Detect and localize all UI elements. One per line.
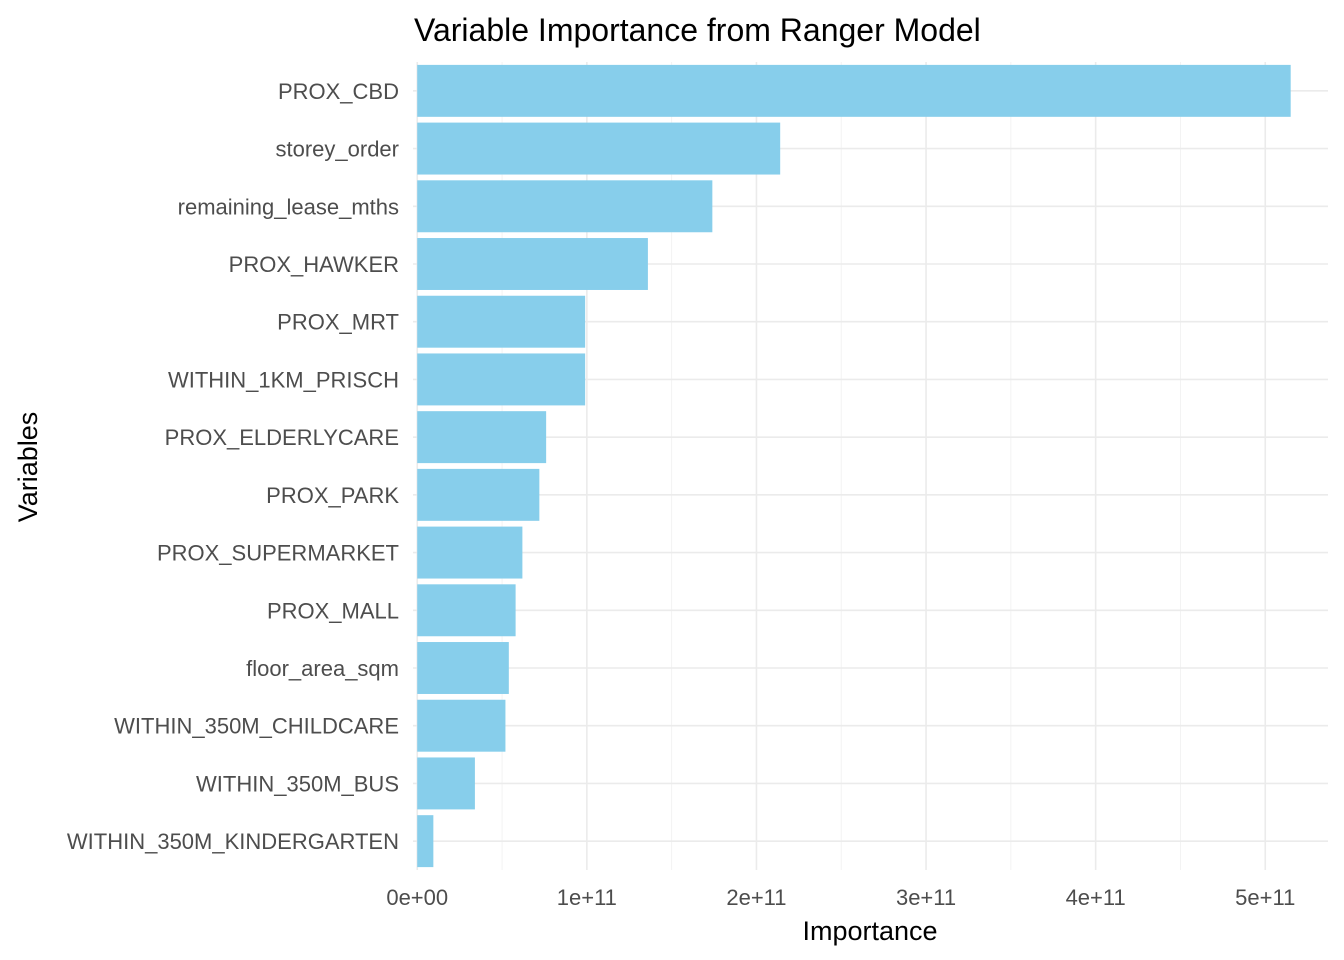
bar-remaining-lease-mths bbox=[417, 180, 713, 233]
y-tick-label: PROX_HAWKER bbox=[229, 252, 399, 277]
y-tick-label: WITHIN_1KM_PRISCH bbox=[168, 367, 399, 392]
bar-prox-hawker bbox=[417, 238, 648, 290]
bar-prox-mall bbox=[417, 584, 516, 637]
bar-prox-cbd bbox=[417, 64, 1291, 117]
x-tick-label: 3e+11 bbox=[896, 885, 956, 910]
bar-within-350m-bus bbox=[417, 757, 475, 810]
y-tick-label: PROX_ELDERLYCARE bbox=[165, 425, 399, 450]
y-axis-title: Variables bbox=[13, 412, 43, 523]
y-tick-label: WITHIN_350M_CHILDCARE bbox=[114, 714, 399, 739]
bar-storey-order bbox=[417, 122, 781, 175]
y-tick-labels: PROX_CBD storey_order remaining_lease_mths… bbox=[67, 79, 399, 854]
y-tick-label: PROX_PARK bbox=[266, 483, 399, 508]
x-tick-label: 1e+11 bbox=[557, 885, 617, 910]
x-axis-title: Importance bbox=[802, 916, 937, 946]
y-tick-label: WITHIN_350M_BUS bbox=[196, 771, 399, 796]
x-tick-label: 2e+11 bbox=[726, 885, 786, 910]
bar-within-1km-prisch bbox=[417, 353, 586, 406]
bar-prox-mrt bbox=[417, 295, 586, 348]
bar-within-350m-childcare bbox=[417, 699, 506, 752]
y-tick-label: PROX_SUPERMARKET bbox=[157, 541, 399, 566]
y-tick-label: PROX_MRT bbox=[277, 310, 399, 335]
x-tick-label: 4e+11 bbox=[1066, 885, 1126, 910]
y-tick-label: floor_area_sqm bbox=[246, 656, 399, 681]
bar-floor-area-sqm bbox=[417, 642, 509, 694]
bar-prox-park bbox=[417, 468, 540, 521]
y-tick-label: storey_order bbox=[275, 137, 399, 162]
bars bbox=[417, 64, 1291, 868]
x-tick-labels: 0e+00 1e+11 2e+11 3e+11 4e+11 5e+11 bbox=[386, 885, 1295, 910]
bar-prox-supermarket bbox=[417, 526, 523, 579]
bar-prox-elderlycare bbox=[417, 411, 547, 464]
y-tick-label: PROX_MALL bbox=[267, 598, 399, 623]
bar-within-350m-kindergarten bbox=[417, 815, 434, 868]
x-tick-label: 0e+00 bbox=[386, 885, 448, 910]
y-tick-label: remaining_lease_mths bbox=[178, 194, 399, 219]
y-tick-label: PROX_CBD bbox=[278, 79, 399, 104]
y-tick-label: WITHIN_350M_KINDERGARTEN bbox=[67, 829, 399, 854]
chart-title: Variable Importance from Ranger Model bbox=[414, 12, 981, 48]
x-tick-label: 5e+11 bbox=[1235, 885, 1295, 910]
